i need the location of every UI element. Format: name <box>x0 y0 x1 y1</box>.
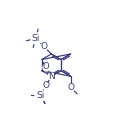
Text: N: N <box>48 72 55 81</box>
Text: O: O <box>67 83 74 92</box>
Text: O: O <box>42 81 49 90</box>
Text: O: O <box>40 42 47 51</box>
Text: Si: Si <box>36 91 44 100</box>
Text: O: O <box>42 62 49 71</box>
Text: Si: Si <box>31 34 40 43</box>
